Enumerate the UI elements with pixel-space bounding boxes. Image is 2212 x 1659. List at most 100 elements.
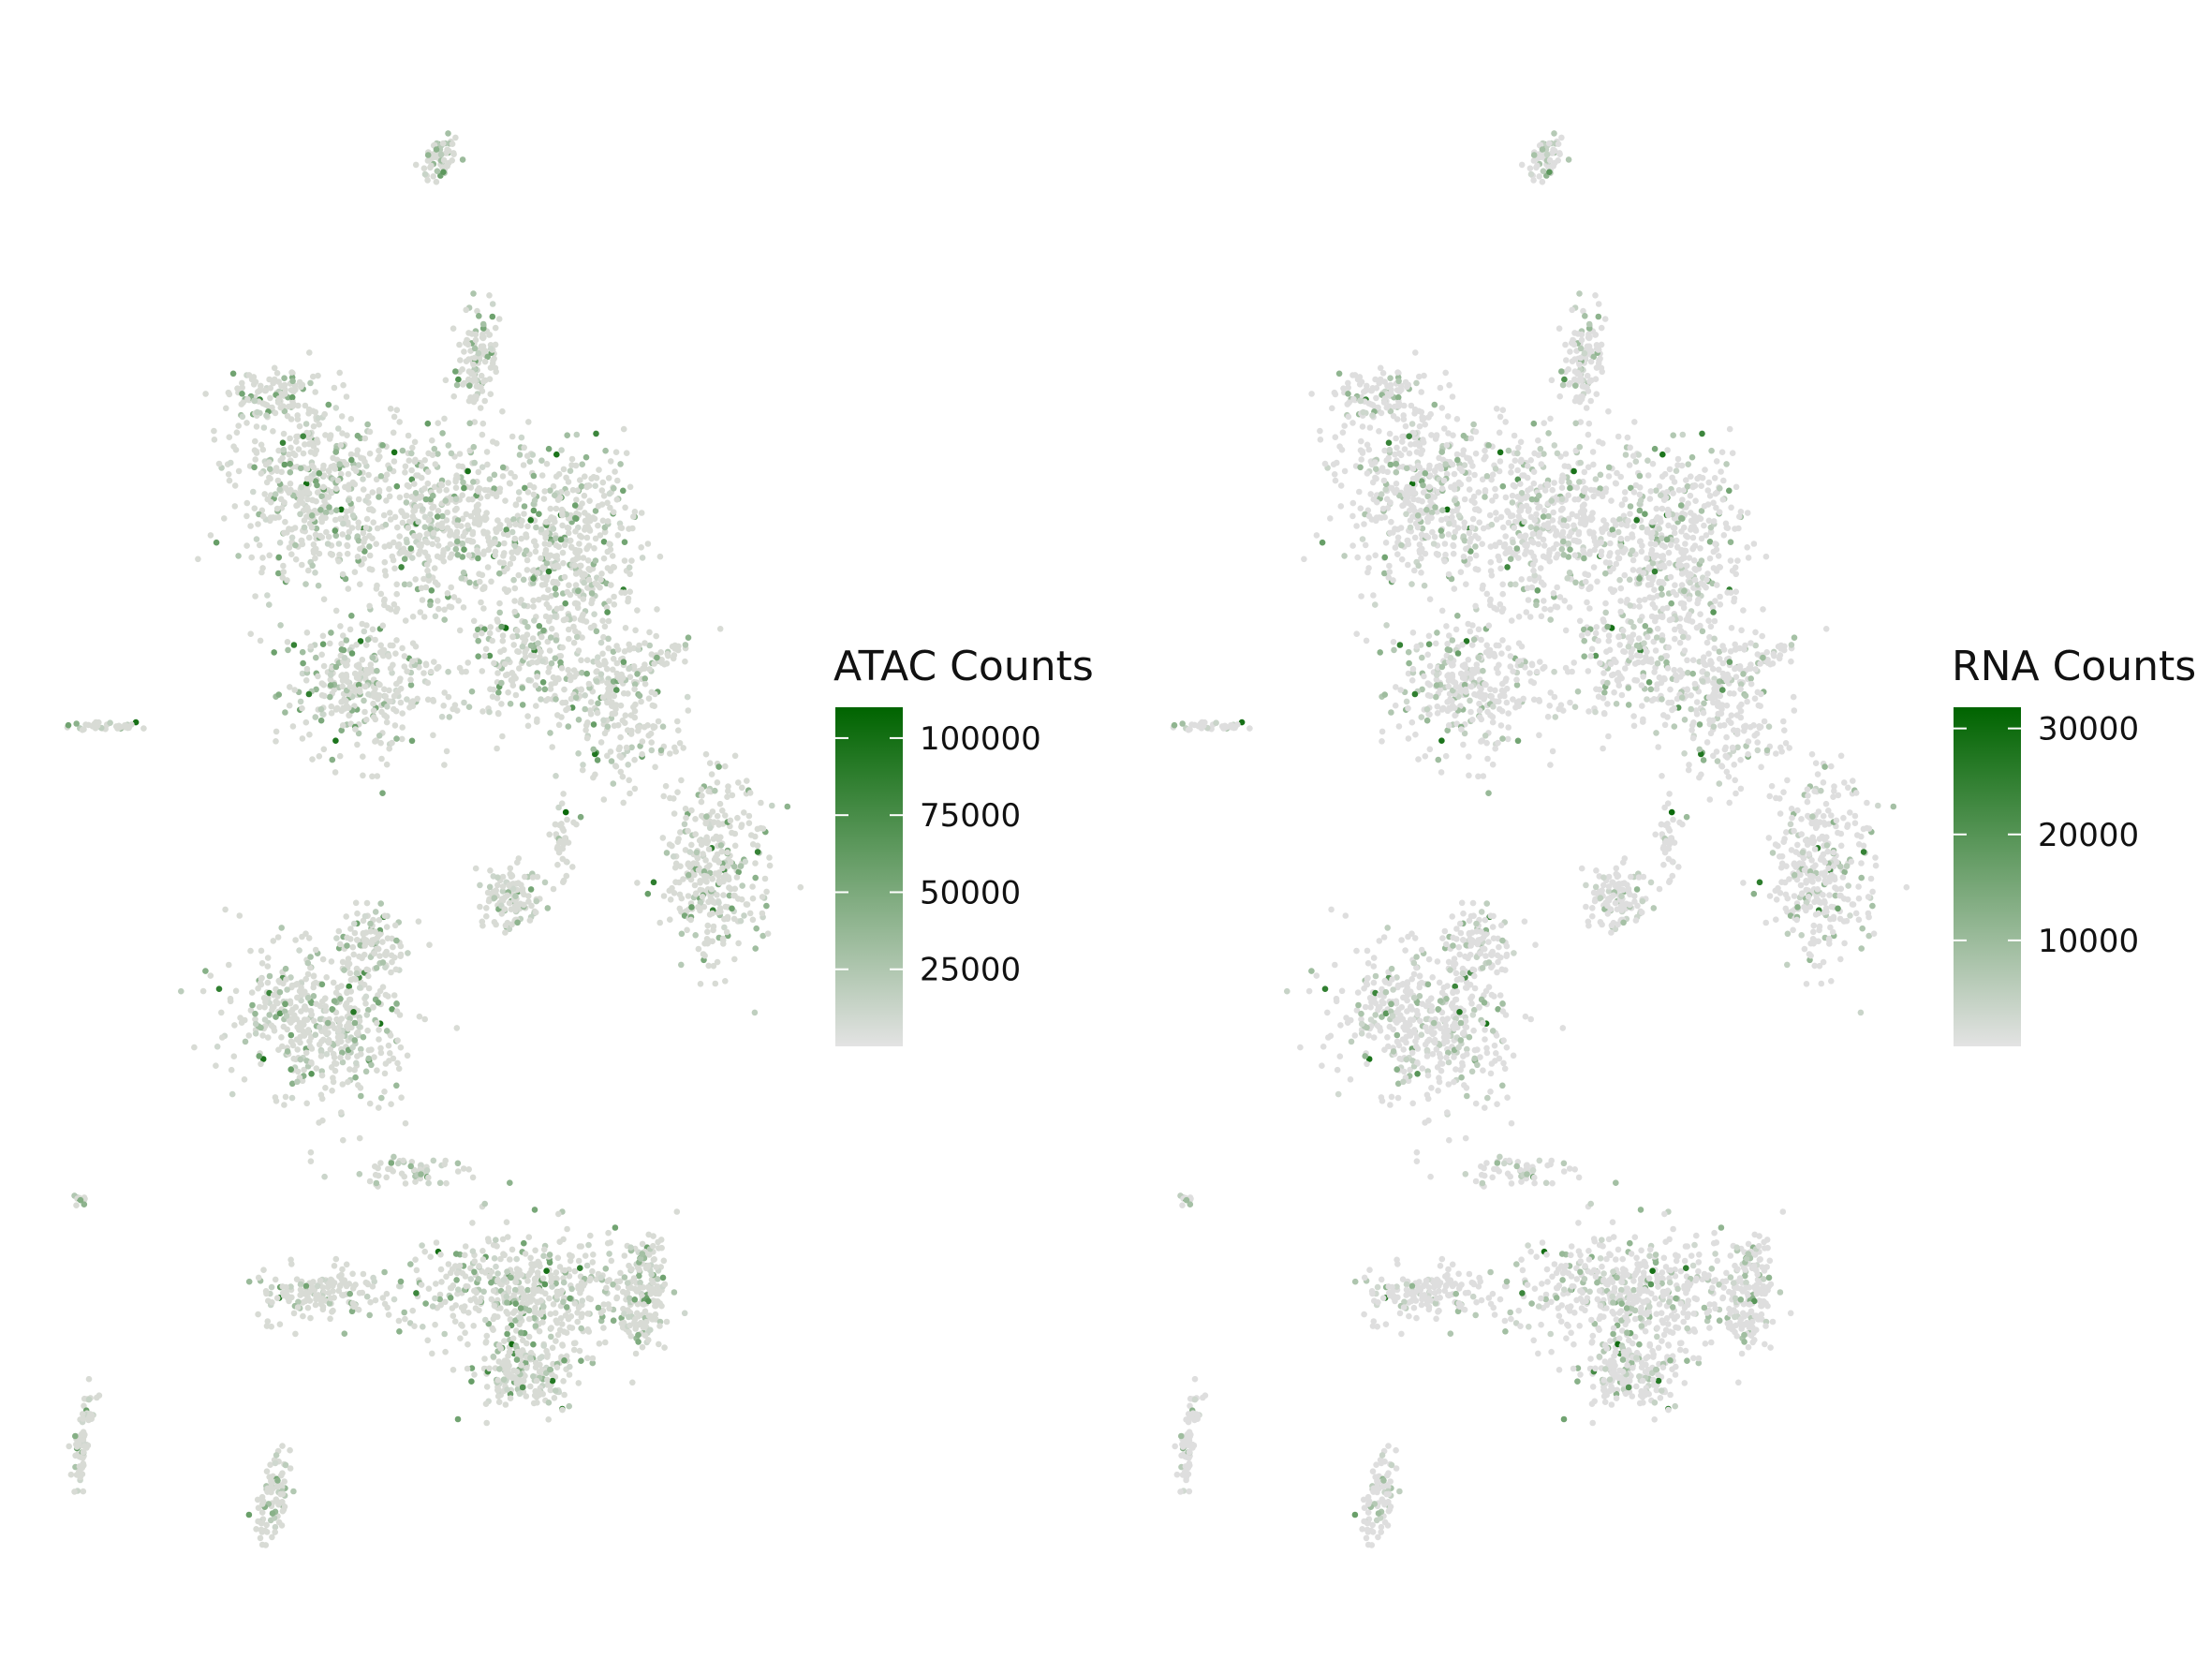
cell-point <box>518 1362 524 1369</box>
cell-point <box>576 541 582 547</box>
cell-point <box>489 693 496 700</box>
cell-point <box>418 1281 425 1288</box>
cell-point <box>630 513 637 520</box>
cell-point <box>255 521 261 527</box>
cell-point <box>570 639 578 646</box>
cell-point <box>531 1275 538 1282</box>
cell-point <box>652 763 658 771</box>
cell-point <box>412 643 420 650</box>
cell-point <box>634 1264 641 1271</box>
cell-point <box>484 1266 492 1274</box>
cell-point <box>586 707 594 714</box>
cell-point <box>716 905 724 911</box>
cell-point <box>398 564 405 570</box>
cell-point <box>372 738 378 745</box>
cell-point <box>248 554 256 561</box>
cell-point <box>317 1024 323 1030</box>
cell-point <box>391 449 398 456</box>
cell-point <box>511 473 518 481</box>
cell-point <box>366 543 373 550</box>
cell-point <box>521 511 527 517</box>
cell-point <box>438 1279 445 1285</box>
cell-point <box>336 369 344 377</box>
cell-point <box>347 1290 354 1297</box>
cell-point <box>307 954 314 960</box>
cell-point <box>294 502 301 509</box>
cell-point <box>700 877 708 883</box>
cell-point <box>605 644 612 652</box>
cell-point <box>276 540 284 546</box>
cell-point <box>404 668 410 674</box>
cell-point <box>494 881 501 889</box>
cell-point <box>497 1305 504 1311</box>
cell-point <box>636 642 642 649</box>
cell-point <box>424 152 432 158</box>
cell-point <box>313 1065 320 1072</box>
cell-point <box>401 663 408 670</box>
cell-point <box>595 654 601 660</box>
cell-point <box>659 835 667 841</box>
cell-point <box>549 1344 556 1352</box>
cell-point <box>705 898 712 906</box>
cell-point <box>483 1384 491 1390</box>
cell-point <box>550 526 557 532</box>
cell-point <box>438 481 446 489</box>
cell-point <box>335 927 343 935</box>
cell-point <box>546 1295 553 1302</box>
cell-point <box>491 659 497 667</box>
cell-point <box>519 517 525 525</box>
cell-point <box>496 609 503 616</box>
cell-point <box>520 576 527 584</box>
cell-point <box>433 146 440 153</box>
cell-point <box>310 1279 317 1285</box>
cell-point <box>231 482 239 489</box>
cell-point <box>366 1100 374 1107</box>
cell-point <box>504 1330 510 1338</box>
cell-point <box>322 509 330 516</box>
cell-point <box>1565 156 1572 163</box>
cell-point <box>582 453 590 461</box>
cell-point <box>587 1232 594 1239</box>
cell-point <box>1556 150 1563 156</box>
cell-point <box>518 1285 525 1292</box>
cell-point <box>710 923 717 930</box>
cell-point <box>454 552 462 558</box>
cell-point <box>318 651 326 659</box>
cell-point <box>337 941 344 948</box>
cell-point <box>553 1364 561 1370</box>
cell-point <box>674 646 682 654</box>
cell-point <box>420 614 428 620</box>
cell-point <box>653 1264 659 1270</box>
cell-point <box>634 671 641 677</box>
cell-point <box>524 623 531 630</box>
cell-point <box>413 1266 420 1274</box>
cell-point <box>329 1006 336 1013</box>
cell-point <box>710 836 717 842</box>
cell-point <box>302 718 310 726</box>
cell-point <box>509 1335 517 1342</box>
cell-point <box>304 959 312 967</box>
cell-point <box>375 1164 381 1172</box>
cell-point <box>555 804 562 811</box>
cell-point <box>361 951 368 958</box>
cell-point <box>321 497 328 505</box>
cell-point <box>351 1019 359 1027</box>
cell-point <box>292 541 299 549</box>
cell-point <box>316 470 323 477</box>
cell-point <box>276 486 284 493</box>
cell-point <box>279 1499 286 1505</box>
cell-point <box>599 694 607 701</box>
cell-point <box>556 1264 564 1270</box>
cell-point <box>401 581 408 588</box>
cell-point <box>560 1378 567 1385</box>
cell-point <box>536 1260 542 1266</box>
cell-point <box>312 555 318 562</box>
cell-point <box>247 630 255 637</box>
cell-point <box>223 405 229 412</box>
cell-point <box>275 554 283 561</box>
cell-point <box>604 1239 612 1247</box>
cell-point <box>387 406 394 412</box>
cell-point <box>542 1290 549 1297</box>
cell-point <box>698 841 705 848</box>
